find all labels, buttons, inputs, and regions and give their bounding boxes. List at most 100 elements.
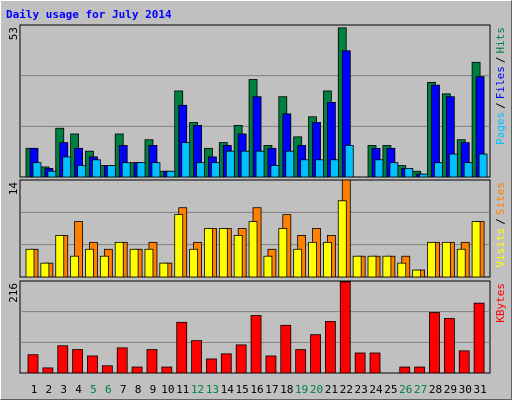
legend-entry: Sites bbox=[494, 182, 507, 215]
bar bbox=[414, 366, 426, 374]
bar bbox=[473, 302, 485, 374]
bar bbox=[285, 150, 295, 178]
bar bbox=[441, 241, 451, 278]
bar bbox=[131, 366, 143, 374]
bar bbox=[308, 241, 317, 278]
bar bbox=[382, 255, 392, 278]
x-tick-label: 24 bbox=[369, 383, 383, 396]
bar bbox=[146, 349, 158, 374]
y-max-label: 216 bbox=[7, 283, 20, 303]
legend-separator: / bbox=[494, 218, 507, 225]
x-tick-label: 15 bbox=[236, 383, 249, 396]
bar bbox=[176, 321, 188, 374]
x-tick-label: 27 bbox=[414, 383, 427, 396]
bar bbox=[72, 349, 84, 374]
bar bbox=[144, 248, 154, 278]
x-tick-label: 3 bbox=[60, 383, 67, 396]
bar bbox=[427, 241, 436, 278]
bar bbox=[121, 162, 131, 178]
x-tick-label: 7 bbox=[120, 383, 127, 396]
bar bbox=[116, 347, 128, 374]
bar bbox=[315, 159, 324, 178]
bar bbox=[310, 334, 321, 374]
bar bbox=[25, 248, 35, 278]
bar bbox=[114, 241, 124, 278]
bar bbox=[129, 248, 139, 278]
bar bbox=[151, 162, 161, 178]
bar bbox=[263, 255, 273, 278]
chart-title: Daily usage for July 2014 bbox=[6, 8, 172, 21]
legend-entry: Pages bbox=[494, 112, 507, 145]
bar bbox=[32, 162, 42, 178]
bar bbox=[397, 262, 407, 278]
x-tick-label: 1 bbox=[31, 383, 38, 396]
bar bbox=[218, 228, 228, 278]
bar bbox=[344, 145, 354, 178]
legend: KBytes bbox=[494, 283, 507, 323]
bar bbox=[412, 269, 422, 278]
bar bbox=[322, 241, 332, 278]
bar bbox=[87, 355, 98, 374]
bar bbox=[62, 156, 72, 178]
bar bbox=[280, 324, 292, 374]
y-max-label: 53 bbox=[7, 27, 20, 40]
bar bbox=[448, 153, 458, 178]
legend-separator: / bbox=[494, 102, 507, 109]
legend-entry: KBytes bbox=[494, 283, 507, 323]
bar bbox=[220, 353, 232, 374]
bar bbox=[233, 235, 243, 278]
bar bbox=[329, 159, 339, 178]
x-tick-label: 5 bbox=[90, 383, 97, 396]
bar bbox=[399, 366, 411, 374]
bar bbox=[57, 345, 69, 374]
bar bbox=[456, 248, 466, 278]
legend-entry: Visits bbox=[494, 228, 507, 268]
bar bbox=[27, 354, 39, 374]
x-tick-label: 28 bbox=[429, 383, 442, 396]
bar bbox=[250, 315, 262, 374]
bar bbox=[300, 159, 310, 178]
bar bbox=[458, 350, 470, 374]
bar bbox=[463, 162, 473, 178]
bar bbox=[77, 165, 87, 178]
bar bbox=[161, 366, 173, 374]
x-tick-label: 2 bbox=[46, 383, 53, 396]
bar bbox=[369, 352, 381, 374]
bar bbox=[166, 170, 176, 178]
bar bbox=[255, 150, 265, 178]
x-tick-label: 14 bbox=[221, 383, 235, 396]
bar bbox=[99, 255, 109, 278]
bar bbox=[85, 248, 94, 278]
bar bbox=[295, 349, 307, 374]
bar bbox=[211, 162, 220, 178]
x-tick-label: 25 bbox=[384, 383, 397, 396]
bar bbox=[196, 162, 205, 178]
legend-separator: / bbox=[494, 57, 507, 64]
bar bbox=[419, 173, 429, 178]
bar bbox=[225, 150, 235, 178]
bar bbox=[278, 228, 288, 278]
bar bbox=[55, 235, 65, 278]
x-tick-label: 21 bbox=[325, 383, 338, 396]
x-tick-label: 13 bbox=[206, 383, 219, 396]
x-tick-label: 17 bbox=[265, 383, 278, 396]
bar bbox=[367, 255, 377, 278]
bar bbox=[339, 281, 351, 374]
bar bbox=[429, 312, 440, 374]
bar bbox=[92, 159, 101, 178]
x-tick-label: 26 bbox=[399, 383, 412, 396]
x-tick-label: 29 bbox=[444, 383, 457, 396]
bar bbox=[404, 167, 414, 178]
x-tick-label: 10 bbox=[161, 383, 174, 396]
bar bbox=[354, 352, 366, 374]
bar bbox=[434, 162, 443, 178]
x-tick-label: 23 bbox=[355, 383, 368, 396]
bar bbox=[101, 365, 113, 374]
x-tick-label: 31 bbox=[473, 383, 486, 396]
legend-entry: Hits bbox=[494, 27, 507, 54]
x-tick-label: 22 bbox=[340, 383, 353, 396]
bar bbox=[189, 248, 198, 278]
bar bbox=[293, 248, 303, 278]
